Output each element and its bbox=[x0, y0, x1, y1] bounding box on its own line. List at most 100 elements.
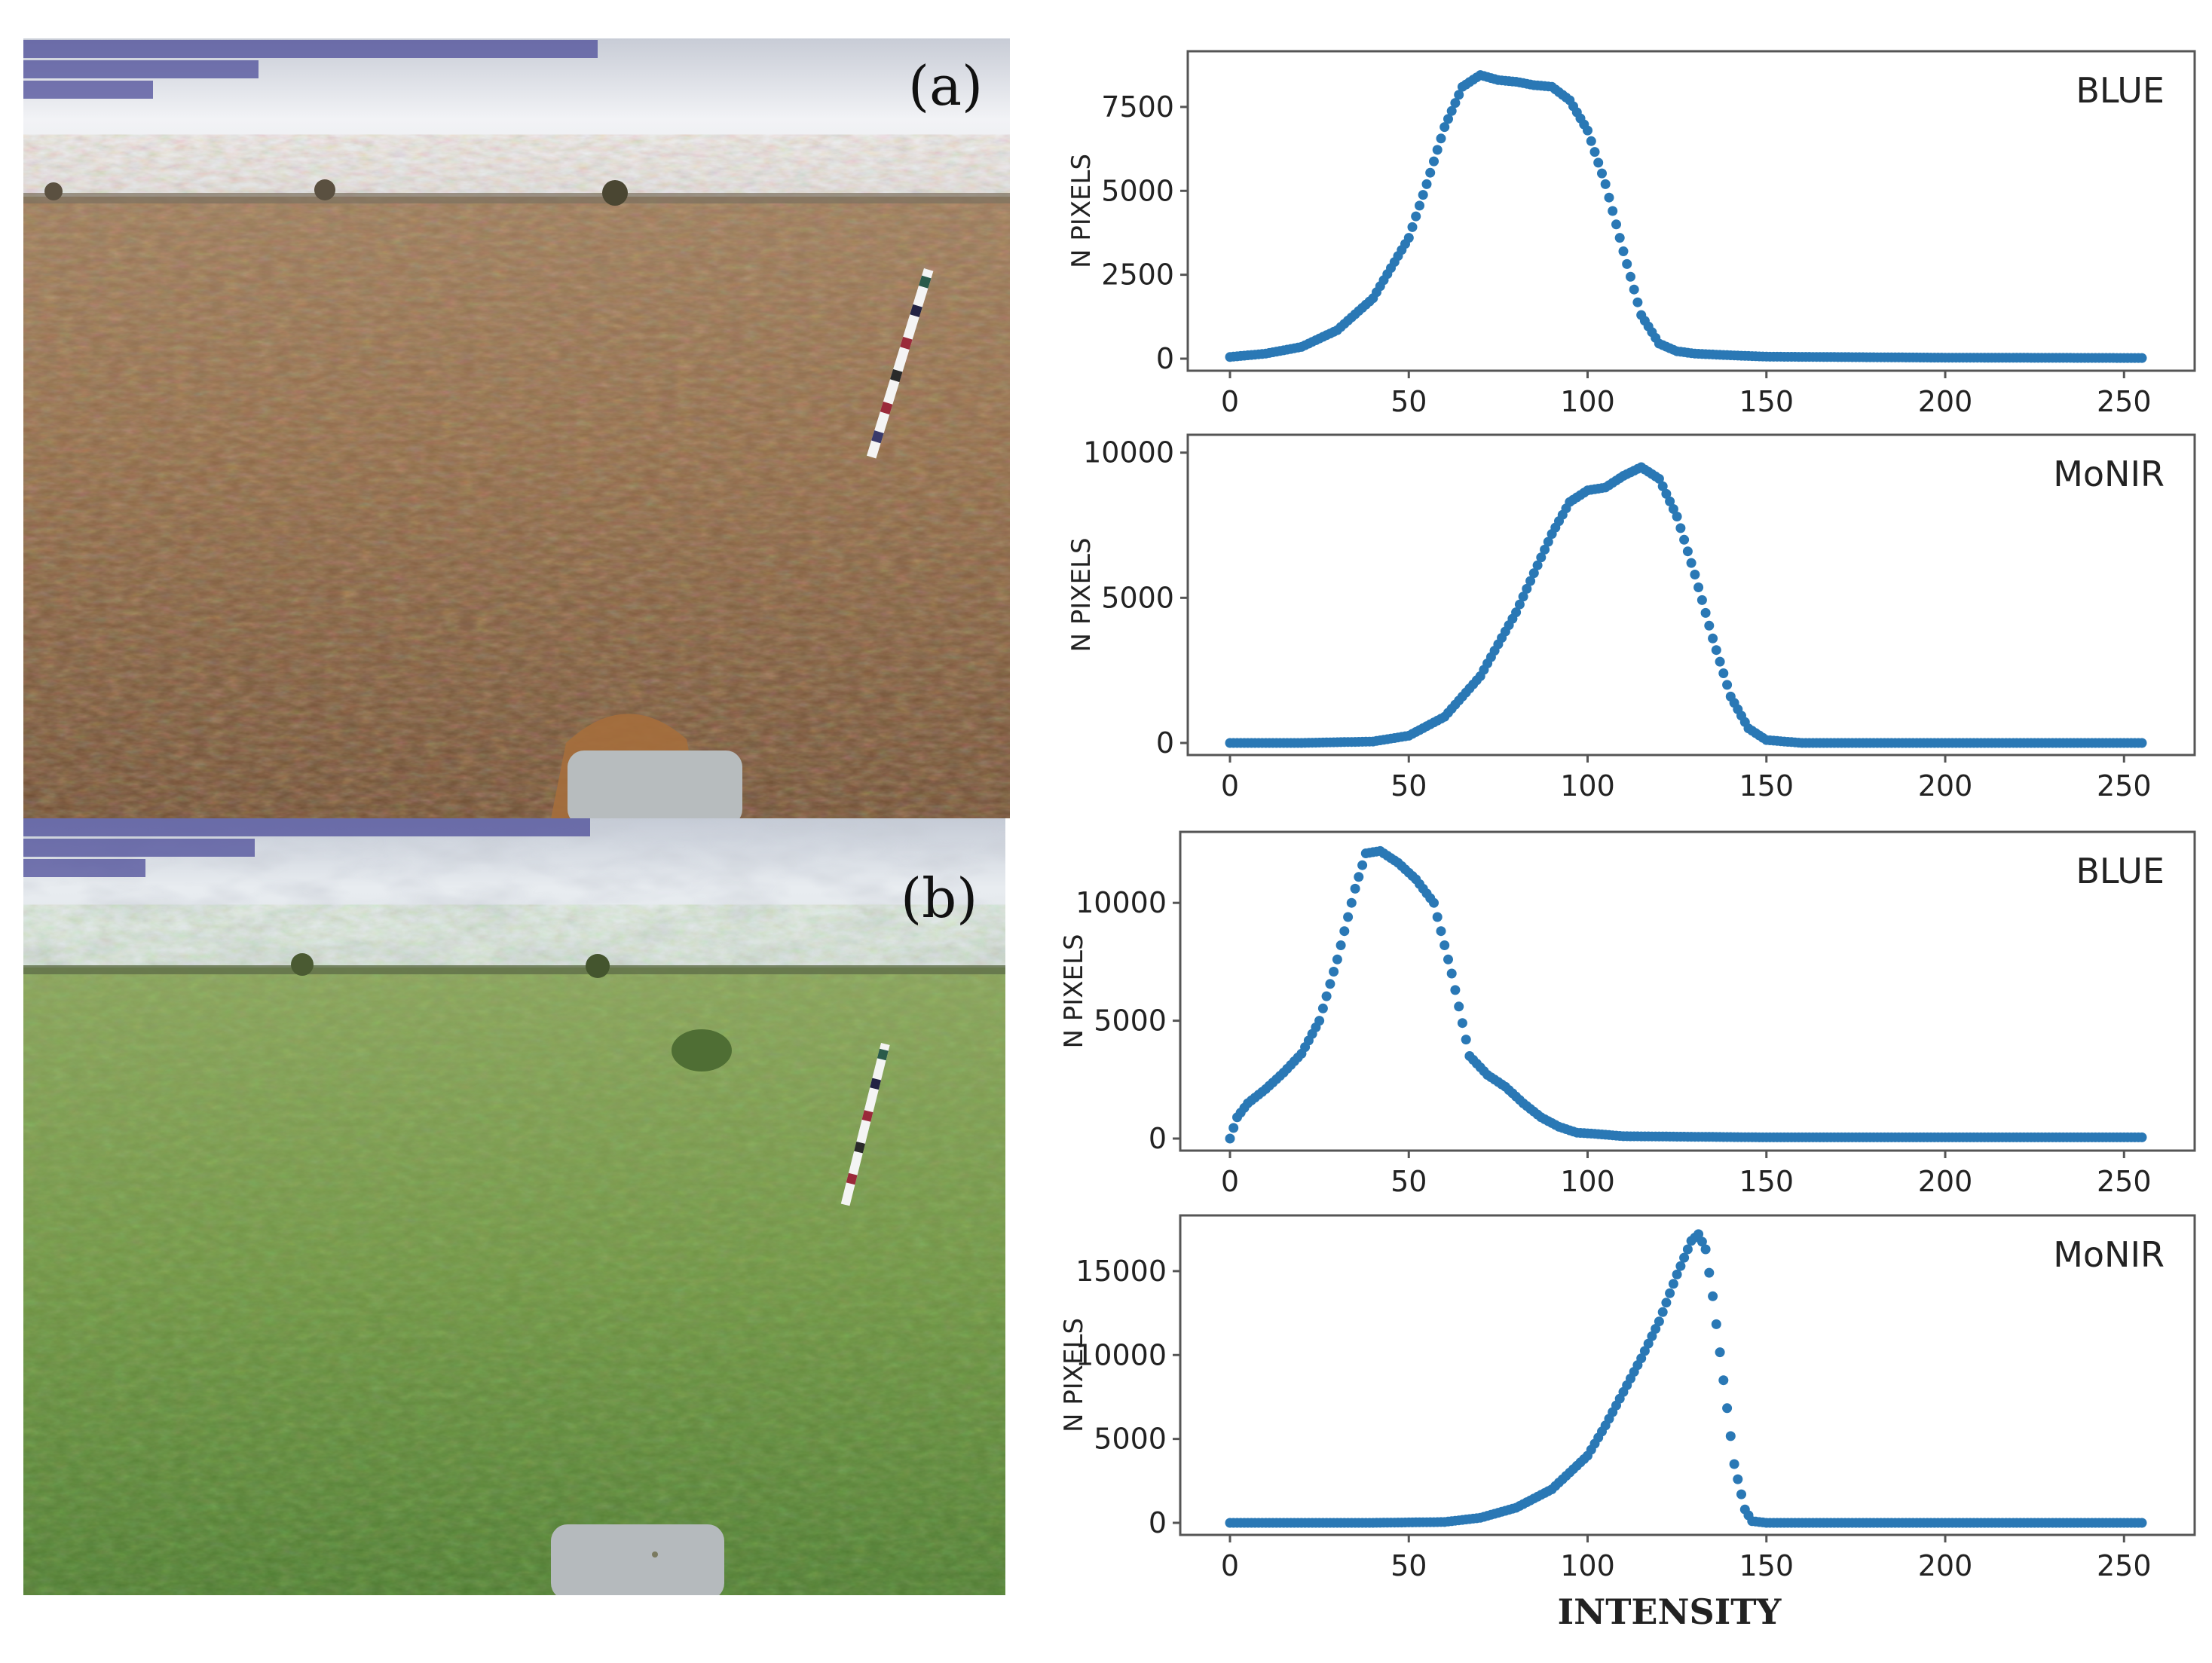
data-point bbox=[1661, 488, 1672, 499]
data-point bbox=[1321, 991, 1332, 1001]
data-point bbox=[1446, 105, 1457, 116]
data-point bbox=[1403, 233, 1414, 243]
y-axis-label: N PIXELS bbox=[1059, 1318, 1089, 1432]
data-point bbox=[1696, 1237, 1707, 1247]
data-point bbox=[1536, 552, 1547, 563]
series-label: BLUE bbox=[2076, 70, 2165, 111]
x-tick-label: 200 bbox=[1918, 1549, 1973, 1582]
data-point bbox=[1343, 912, 1354, 922]
data-point bbox=[1722, 1403, 1733, 1414]
y-tick-label: 0 bbox=[1149, 1506, 1167, 1539]
data-point bbox=[1647, 1331, 1657, 1341]
data-point bbox=[1586, 136, 1596, 146]
data-point bbox=[1225, 1133, 1235, 1144]
series-label: MoNIR bbox=[2053, 1234, 2165, 1275]
data-point bbox=[1682, 1244, 1693, 1255]
data-point bbox=[1411, 211, 1421, 222]
data-point bbox=[1443, 114, 1453, 124]
data-point bbox=[1346, 897, 1357, 908]
data-point bbox=[1672, 1269, 1682, 1279]
data-point bbox=[1715, 656, 1725, 667]
data-point bbox=[1693, 1229, 1704, 1240]
data-point bbox=[1429, 897, 1439, 908]
y-axis-label: N PIXELS bbox=[1066, 537, 1097, 652]
y-tick-label: 15000 bbox=[1075, 1255, 1167, 1288]
data-point bbox=[1454, 90, 1464, 100]
data-point bbox=[1643, 1338, 1654, 1349]
data-point bbox=[1457, 1018, 1467, 1029]
data-point bbox=[2137, 1518, 2147, 1528]
data-point bbox=[1675, 1261, 1686, 1271]
data-point bbox=[1436, 133, 1446, 144]
data-point bbox=[1682, 546, 1693, 557]
y-axis-label: N PIXELS bbox=[1059, 934, 1089, 1048]
data-point bbox=[1604, 192, 1614, 203]
x-tick-label: 50 bbox=[1391, 385, 1427, 418]
x-tick-label: 0 bbox=[1221, 1165, 1239, 1198]
series-points bbox=[1225, 1229, 2147, 1528]
plot-frame bbox=[1179, 1214, 2196, 1536]
camera-overlay-line bbox=[23, 859, 145, 877]
camera-overlay-line bbox=[23, 81, 153, 99]
data-point bbox=[1450, 98, 1461, 109]
data-point bbox=[1700, 607, 1711, 618]
y-tick-label: 10000 bbox=[1083, 436, 1174, 469]
x-tick-label: 250 bbox=[2097, 769, 2152, 802]
data-point bbox=[1325, 979, 1335, 989]
data-point bbox=[1708, 1291, 1718, 1301]
data-point bbox=[1339, 926, 1350, 937]
data-point bbox=[1693, 582, 1704, 592]
x-tick-label: 150 bbox=[1739, 385, 1794, 418]
data-point bbox=[1733, 1474, 1743, 1484]
x-tick-label: 50 bbox=[1391, 769, 1427, 802]
y-tick-label: 10000 bbox=[1075, 886, 1167, 919]
plot-frame bbox=[1186, 433, 2196, 757]
x-axis-title: INTENSITY bbox=[1558, 1591, 1782, 1632]
series-label: BLUE bbox=[2076, 851, 2165, 891]
data-point bbox=[2137, 353, 2147, 363]
data-point bbox=[1668, 504, 1678, 514]
y-tick-label: 0 bbox=[1156, 342, 1174, 375]
data-point bbox=[1543, 537, 1553, 547]
x-tick-label: 100 bbox=[1560, 1165, 1615, 1198]
data-point bbox=[1657, 481, 1668, 491]
data-point bbox=[1711, 1319, 1721, 1329]
data-point bbox=[1335, 940, 1346, 950]
series-points bbox=[1225, 70, 2147, 363]
data-point bbox=[1525, 576, 1536, 586]
data-point bbox=[1228, 1123, 1239, 1133]
x-tick-label: 150 bbox=[1739, 1165, 1794, 1198]
data-point bbox=[1704, 1267, 1715, 1278]
data-point bbox=[2137, 1132, 2147, 1142]
data-point bbox=[1329, 967, 1339, 977]
data-point bbox=[1672, 512, 1682, 521]
data-point bbox=[1583, 125, 1592, 136]
data-point bbox=[1722, 680, 1733, 690]
data-point bbox=[1618, 246, 1629, 256]
data-point bbox=[1715, 1347, 1725, 1358]
histogram-chart-b-monir: 0 50 100 150 200 250 0 5000 10000 15000 N PIXELS Mo… bbox=[1059, 1214, 2196, 1582]
x-tick-label: 50 bbox=[1391, 1165, 1427, 1198]
x-tick-label: 200 bbox=[1918, 769, 1973, 802]
data-point bbox=[1421, 179, 1432, 189]
data-point bbox=[1354, 872, 1364, 882]
data-point bbox=[1415, 200, 1424, 211]
data-point bbox=[1636, 1353, 1647, 1364]
y-tick-label: 7500 bbox=[1101, 90, 1174, 124]
y-axis-label: N PIXELS bbox=[1066, 154, 1097, 268]
camera-overlay-line bbox=[23, 839, 255, 857]
data-point bbox=[1600, 179, 1611, 189]
x-tick-label: 250 bbox=[2097, 1549, 2152, 1582]
data-point bbox=[1461, 1035, 1471, 1045]
data-point bbox=[1654, 1316, 1664, 1327]
data-point bbox=[1446, 968, 1457, 979]
x-tick-label: 100 bbox=[1560, 385, 1615, 418]
data-point bbox=[1514, 599, 1525, 610]
x-tick-label: 250 bbox=[2097, 385, 2152, 418]
x-tick-label: 0 bbox=[1221, 769, 1239, 802]
data-point bbox=[1665, 496, 1675, 506]
data-point bbox=[1679, 1252, 1690, 1263]
y-tick-label: 5000 bbox=[1101, 581, 1174, 614]
photo-a-dry-field bbox=[23, 38, 1010, 818]
